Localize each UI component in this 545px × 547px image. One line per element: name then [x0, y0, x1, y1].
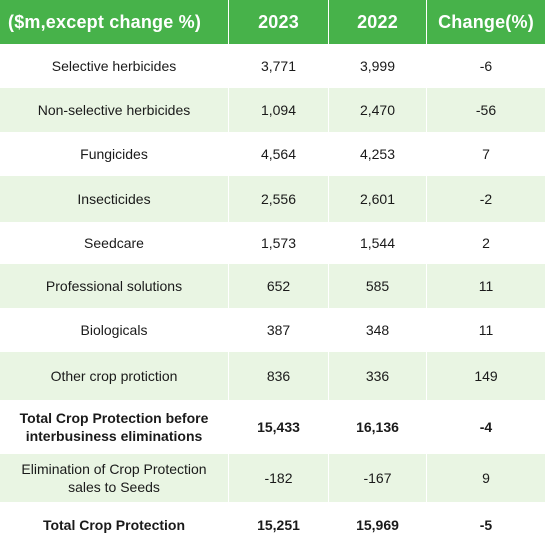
cell-2022: 2,470 [329, 88, 427, 132]
cell-2022: 336 [329, 352, 427, 400]
cell-2023: 15,251 [229, 502, 329, 547]
header-2022: 2022 [329, 0, 427, 44]
cell-change: -6 [427, 44, 545, 88]
cell-2023: 3,771 [229, 44, 329, 88]
header-2023: 2023 [229, 0, 329, 44]
row-label: Non-selective herbicides [0, 88, 229, 132]
row-label: Elimination of Crop Protection sales to … [0, 454, 229, 502]
cell-2022: 585 [329, 264, 427, 308]
header-change: Change(%) [427, 0, 545, 44]
cell-2022: 1,544 [329, 222, 427, 264]
cell-change: 11 [427, 264, 545, 308]
cell-change: 7 [427, 132, 545, 176]
cell-change: -4 [427, 400, 545, 454]
cell-2022: -167 [329, 454, 427, 502]
cell-2023: 15,433 [229, 400, 329, 454]
cell-2022: 2,601 [329, 176, 427, 222]
cell-2023: 652 [229, 264, 329, 308]
cell-2023: 836 [229, 352, 329, 400]
cell-change: -5 [427, 502, 545, 547]
cell-2023: 1,094 [229, 88, 329, 132]
cell-change: 11 [427, 308, 545, 352]
row-label: Fungicides [0, 132, 229, 176]
cell-2022: 15,969 [329, 502, 427, 547]
cell-2022: 3,999 [329, 44, 427, 88]
cell-change: 2 [427, 222, 545, 264]
cell-2023: 4,564 [229, 132, 329, 176]
row-label: Total Crop Protection before interbusine… [0, 400, 229, 454]
row-label: Other crop protiction [0, 352, 229, 400]
row-label: Seedcare [0, 222, 229, 264]
cell-change: -2 [427, 176, 545, 222]
cell-2023: 1,573 [229, 222, 329, 264]
cell-change: 149 [427, 352, 545, 400]
cell-2023: 2,556 [229, 176, 329, 222]
cell-2023: 387 [229, 308, 329, 352]
cell-2022: 16,136 [329, 400, 427, 454]
cell-2022: 348 [329, 308, 427, 352]
row-label: Professional solutions [0, 264, 229, 308]
cell-2022: 4,253 [329, 132, 427, 176]
cell-change: 9 [427, 454, 545, 502]
row-label: Total Crop Protection [0, 502, 229, 547]
row-label: Insecticides [0, 176, 229, 222]
cell-2023: -182 [229, 454, 329, 502]
row-label: Selective herbicides [0, 44, 229, 88]
cell-change: -56 [427, 88, 545, 132]
header-label-column: ($m,except change %) [0, 0, 229, 44]
row-label: Biologicals [0, 308, 229, 352]
